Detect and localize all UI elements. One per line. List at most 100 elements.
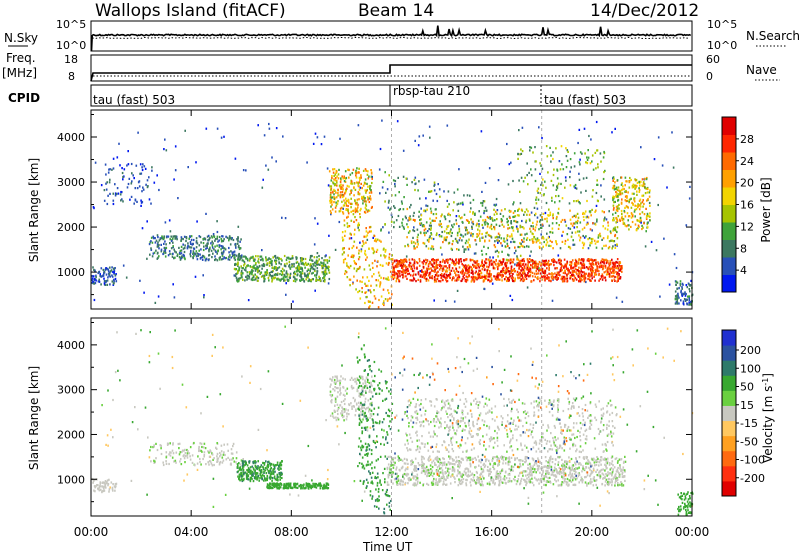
heatmap-cell — [412, 274, 414, 277]
heatmap-cell — [115, 280, 118, 283]
heatmap-cell — [493, 226, 496, 229]
heatmap-cell — [526, 273, 529, 276]
heatmap-cell — [458, 239, 461, 242]
heatmap-cell — [391, 411, 393, 415]
heatmap-cell — [639, 405, 642, 408]
heatmap-cell — [666, 327, 669, 330]
heatmap-cell — [552, 217, 554, 220]
heatmap-cell — [425, 221, 428, 224]
heatmap-cell — [533, 279, 535, 282]
heatmap-cell — [267, 168, 270, 171]
heatmap-cell — [368, 175, 370, 178]
heatmap-cell — [94, 270, 96, 273]
heatmap-cell — [600, 259, 603, 263]
heatmap-cell — [189, 446, 192, 449]
heatmap-cell — [121, 171, 124, 175]
heatmap-cell — [641, 201, 644, 204]
heatmap-cell — [482, 280, 485, 283]
heatmap-cell — [550, 244, 552, 248]
heatmap-cell — [385, 255, 387, 258]
heatmap-cell — [427, 274, 430, 277]
heatmap-cell — [338, 220, 341, 224]
heatmap-cell — [579, 158, 581, 161]
heatmap-cell — [517, 276, 519, 279]
heatmap-cell — [329, 194, 332, 197]
heatmap-cell — [361, 499, 363, 502]
heatmap-cell — [481, 261, 483, 264]
heatmap-cell — [103, 277, 105, 280]
heatmap-cell — [421, 269, 423, 272]
heatmap-cell — [348, 237, 351, 240]
heatmap-cell — [265, 256, 267, 259]
heatmap-cell — [558, 261, 561, 264]
heatmap-cell — [687, 295, 689, 298]
heatmap-cell — [121, 167, 123, 170]
heatmap-cell — [388, 257, 391, 260]
heatmap-cell — [621, 188, 624, 191]
heatmap-cell — [414, 176, 417, 179]
heatmap-cell — [590, 237, 593, 241]
heatmap-cell — [154, 241, 157, 244]
heatmap-cell — [554, 201, 556, 204]
heatmap-cell — [401, 224, 404, 227]
heatmap-cell — [546, 274, 548, 277]
heatmap-cell — [415, 280, 417, 283]
heatmap-cell — [356, 279, 358, 282]
heatmap-cell — [158, 188, 160, 192]
heatmap-cell — [538, 239, 540, 242]
heatmap-cell — [458, 384, 461, 387]
heatmap-cell — [552, 151, 554, 154]
freq-unit: [MHz] — [2, 66, 37, 80]
heatmap-cell — [369, 225, 372, 229]
heatmap-cell — [349, 173, 352, 176]
heatmap-cell — [435, 264, 438, 267]
heatmap-cell — [559, 274, 561, 277]
heatmap-cell — [193, 254, 195, 257]
heatmap-cell — [146, 257, 148, 260]
heatmap-cell — [325, 419, 327, 422]
heatmap-cell — [281, 267, 284, 270]
heatmap-cell — [441, 274, 443, 277]
heatmap-cell — [205, 463, 207, 466]
heatmap-cell — [138, 180, 141, 183]
heatmap-cell — [685, 284, 688, 287]
heatmap-cell — [112, 157, 115, 160]
heatmap-cell — [395, 414, 398, 417]
heatmap-cell — [551, 227, 554, 230]
heatmap-cell — [323, 259, 325, 262]
heatmap-cell — [469, 245, 471, 248]
heatmap-cell — [339, 207, 342, 210]
heatmap-cell — [548, 279, 550, 282]
heatmap-cell — [621, 198, 623, 201]
heatmap-cell — [261, 264, 263, 267]
heatmap-cell — [368, 230, 371, 233]
heatmap-cell — [596, 199, 599, 202]
heatmap-cell — [641, 211, 644, 214]
heatmap-cell — [240, 256, 243, 259]
heatmap-cell — [674, 302, 677, 305]
heatmap-cell — [268, 127, 271, 130]
heatmap-cell — [356, 198, 359, 201]
heatmap-cell — [217, 249, 219, 252]
heatmap-cell — [99, 481, 102, 484]
heatmap-cell — [590, 272, 593, 275]
heatmap-cell — [103, 482, 105, 485]
heatmap-cell — [488, 239, 491, 242]
heatmap-cell — [348, 168, 350, 172]
heatmap-cell — [453, 223, 455, 226]
heatmap-cell — [230, 250, 232, 253]
heatmap-cell — [336, 425, 339, 428]
heatmap-cell — [478, 232, 481, 235]
heatmap-cell — [100, 283, 102, 286]
heatmap-cell — [614, 200, 616, 203]
heatmap-cell — [488, 259, 490, 262]
heatmap-cell — [346, 222, 349, 225]
heatmap-cell — [640, 180, 642, 183]
heatmap-cell — [367, 170, 369, 173]
heatmap-cell — [364, 189, 367, 192]
heatmap-cell — [604, 227, 607, 230]
heatmap-cell — [157, 352, 160, 355]
heatmap-cell — [620, 209, 623, 213]
heatmap-cell — [624, 215, 627, 218]
heatmap-cell — [286, 262, 288, 265]
